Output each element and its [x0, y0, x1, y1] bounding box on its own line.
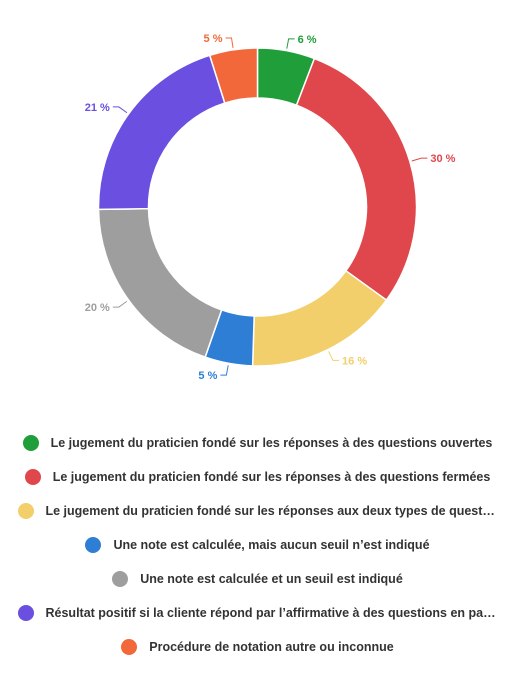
- legend-label: Une note est calculée, mais aucun seuil …: [113, 538, 430, 552]
- slice-leader-line: [328, 351, 340, 361]
- legend-item[interactable]: Une note est calculée et un seuil est in…: [112, 562, 403, 596]
- legend-label: Résultat positif si la cliente répond pa…: [45, 606, 498, 620]
- donut-slice[interactable]: [97, 207, 223, 359]
- slice-value-label: 20 %: [85, 302, 110, 314]
- slice-leader-line: [112, 300, 128, 308]
- legend-label: Procédure de notation autre ou inconnue: [149, 640, 394, 654]
- legend-item[interactable]: Une note est calculée, mais aucun seuil …: [85, 528, 430, 562]
- legend-item[interactable]: Le jugement du praticien fondé sur les r…: [17, 494, 498, 528]
- donut-plot: 6 % 30 % 16 % 5 % 20 % 21 % 5 %: [85, 33, 456, 382]
- donut-slice[interactable]: [97, 54, 226, 211]
- legend-item[interactable]: Procédure de notation autre ou inconnue: [121, 630, 394, 664]
- donut-slice[interactable]: [251, 269, 388, 367]
- legend-item[interactable]: Le jugement du praticien fondé sur les r…: [24, 460, 491, 494]
- legend-item[interactable]: Le jugement du praticien fondé sur les r…: [22, 426, 493, 460]
- slice-leader-line: [220, 365, 229, 376]
- legend-marker: [22, 435, 39, 451]
- legend-item[interactable]: Résultat positif si la cliente répond pa…: [17, 596, 498, 630]
- donut-slice[interactable]: [208, 47, 259, 104]
- slice-value-label: 6 %: [298, 34, 317, 46]
- legend-marker: [85, 537, 102, 553]
- slice-leader-line: [112, 106, 128, 114]
- slice-leader-line: [286, 38, 295, 49]
- slice-value-label: 30 %: [430, 153, 455, 165]
- legend-label: Une note est calculée et un seuil est in…: [140, 572, 403, 586]
- legend-label: Le jugement du praticien fondé sur les r…: [45, 504, 498, 518]
- slice-leader-line: [411, 157, 428, 162]
- legend-label: Le jugement du praticien fondé sur les r…: [50, 436, 493, 450]
- legend-marker: [24, 469, 41, 485]
- slice-value-label: 16 %: [342, 355, 367, 367]
- legend-marker: [112, 571, 129, 587]
- legend-marker: [17, 605, 34, 621]
- donut-slice[interactable]: [295, 57, 418, 302]
- legend-marker: [121, 639, 138, 655]
- slice-leader-line: [225, 37, 234, 48]
- slice-value-label: 5 %: [198, 370, 217, 382]
- slice-value-label: 21 %: [85, 102, 110, 114]
- legend: Le jugement du praticien fondé sur les r…: [0, 426, 515, 664]
- legend-marker: [17, 503, 34, 519]
- legend-label: Le jugement du praticien fondé sur les r…: [52, 470, 491, 484]
- slice-value-label: 5 %: [204, 33, 223, 45]
